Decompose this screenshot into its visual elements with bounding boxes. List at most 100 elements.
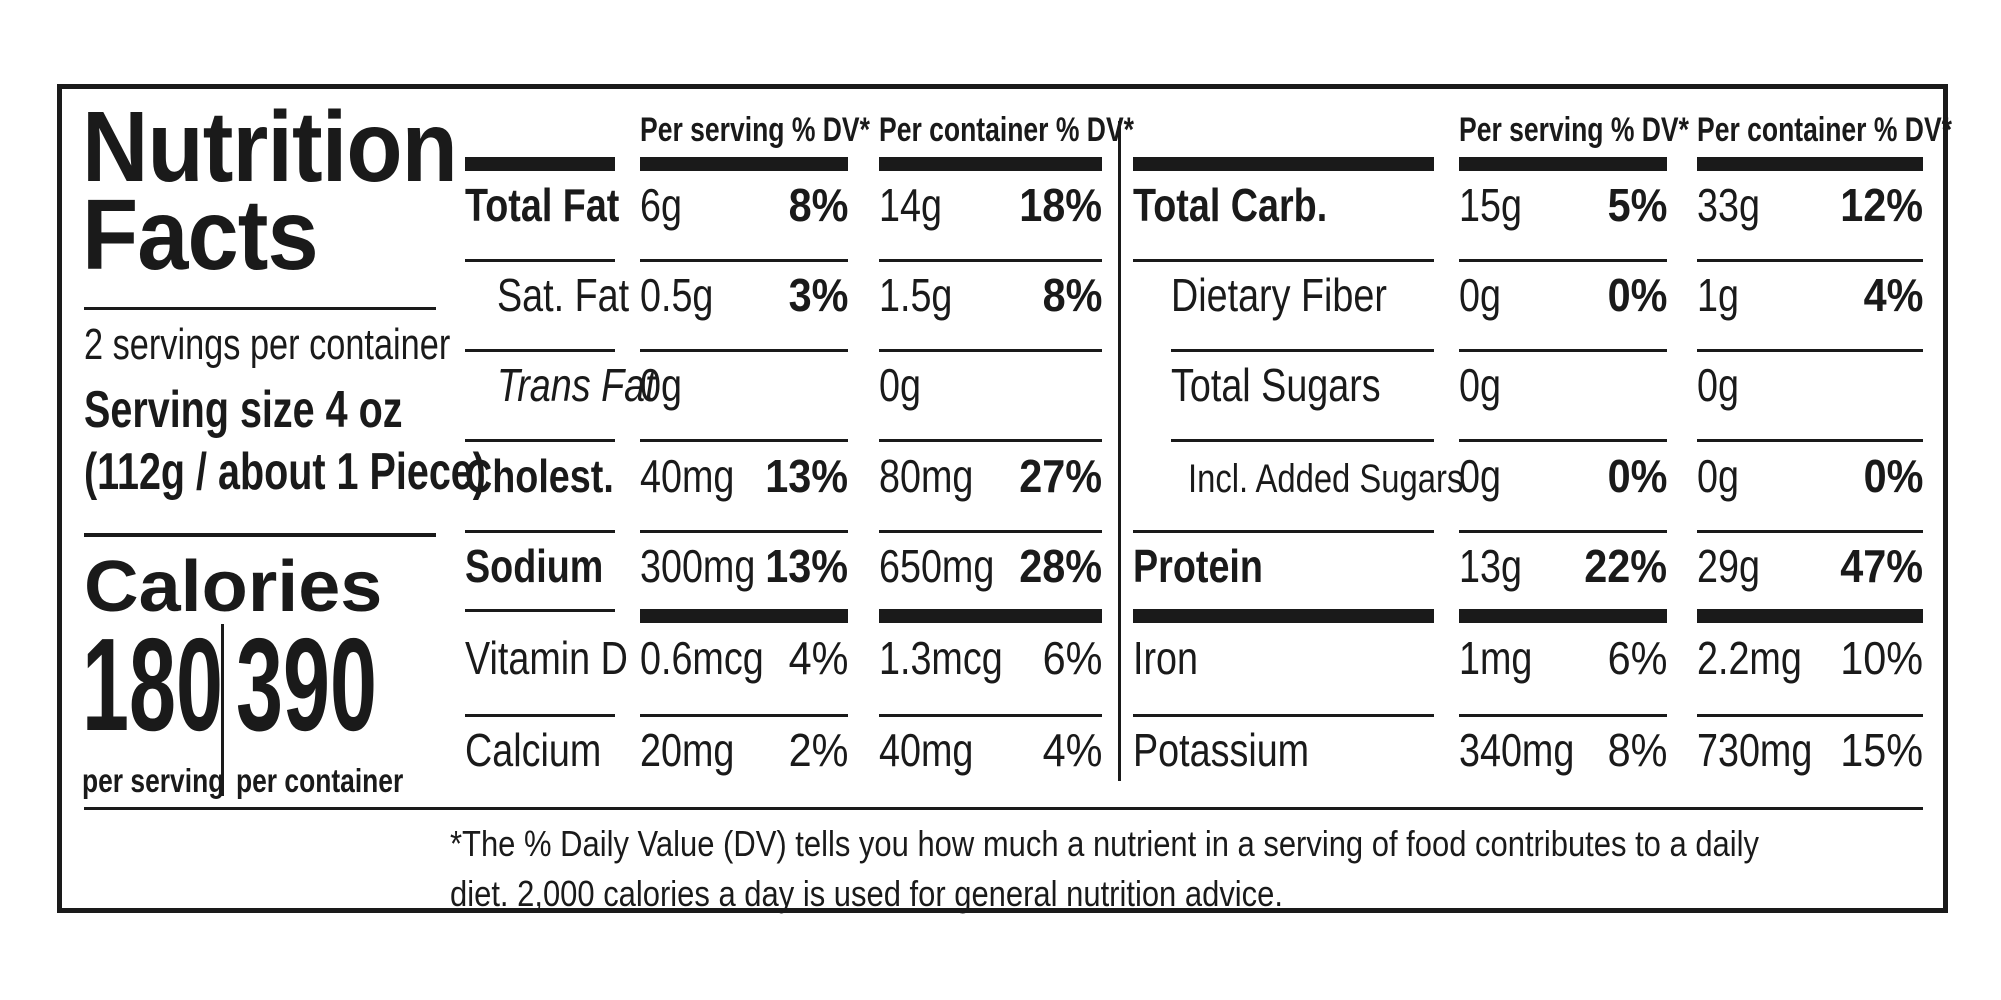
nutrition-facts-panel: Nutrition Facts 2 servings per container … — [57, 84, 1952, 914]
per-container-amount: 14g — [879, 179, 942, 231]
per-serving-amount: 0.6mcg — [640, 632, 764, 684]
row-separator — [879, 259, 1102, 262]
nutrient-name: Dietary Fiber — [1171, 269, 1387, 321]
nutrient-name: Total Carb. — [1133, 179, 1328, 231]
per-serving-dv: 0% — [1607, 450, 1667, 502]
row-separator — [465, 530, 615, 533]
per-container-amount: 730mg — [1697, 724, 1813, 776]
row-separator — [1459, 259, 1667, 262]
per-serving-amount: 340mg — [1459, 724, 1575, 776]
per-container-dv: 18% — [1019, 179, 1102, 231]
row-separator — [1697, 439, 1923, 442]
nutrient-name: Total Fat — [465, 179, 620, 231]
calories-divider — [221, 624, 224, 796]
row-separator — [465, 259, 615, 262]
per-container-dv: 4% — [1042, 724, 1102, 776]
row-separator — [879, 530, 1102, 533]
per-container-amount: 650mg — [879, 540, 995, 592]
nutrient-name: Trans Fat — [497, 359, 656, 411]
per-container-label: per container — [236, 762, 404, 799]
serving-size-detail: (112g / about 1 Piece) — [84, 443, 486, 502]
right-per-serving-header: Per serving % DV* — [1459, 111, 1689, 149]
footnote: *The % Daily Value (DV) tells you how mu… — [450, 823, 1760, 914]
per-serving-dv: 8% — [788, 179, 848, 231]
title-line-2: Facts — [82, 179, 319, 291]
column-separator — [1118, 121, 1121, 781]
row-separator — [640, 714, 848, 717]
row-separator — [465, 349, 615, 352]
title-rule — [84, 307, 436, 310]
row-separator — [1459, 349, 1667, 352]
servings-per-container: 2 servings per container — [84, 320, 451, 369]
row-separator — [465, 714, 615, 717]
thick-bar — [1133, 157, 1434, 171]
nutrient-name: Total Sugars — [1171, 359, 1381, 411]
thick-bar — [1697, 157, 1923, 171]
per-serving-amount: 15g — [1459, 179, 1522, 231]
thick-bar — [465, 157, 615, 171]
nutrient-name: Incl. Added Sugars — [1188, 457, 1464, 501]
row-separator — [879, 714, 1102, 717]
per-serving-amount: 0g — [1459, 359, 1501, 411]
per-container-amount: 0g — [1697, 450, 1739, 502]
per-container-amount: 1.3mcg — [879, 632, 1003, 684]
row-separator — [1459, 609, 1667, 623]
per-serving-label: per serving — [82, 762, 225, 799]
thick-bar — [879, 157, 1102, 171]
per-container-amount: 33g — [1697, 179, 1760, 231]
row-separator — [1697, 714, 1923, 717]
row-separator — [1697, 609, 1923, 623]
row-separator — [1133, 714, 1434, 717]
row-separator — [879, 349, 1102, 352]
per-container-dv: 47% — [1840, 540, 1923, 592]
row-separator — [1133, 609, 1434, 623]
per-container-dv: 6% — [1042, 632, 1102, 684]
per-serving-amount: 40mg — [640, 450, 735, 502]
nutrient-name: Sat. Fat — [497, 269, 630, 321]
per-serving-dv: 4% — [788, 632, 848, 684]
per-container-dv: 15% — [1840, 724, 1923, 776]
per-serving-amount: 300mg — [640, 540, 756, 592]
per-serving-amount: 13g — [1459, 540, 1522, 592]
row-separator — [1459, 530, 1667, 533]
nutrient-name: Potassium — [1133, 724, 1310, 776]
left-per-serving-header: Per serving % DV* — [640, 111, 870, 149]
row-separator — [465, 609, 615, 612]
row-separator — [1171, 349, 1434, 352]
nutrient-name: Iron — [1133, 632, 1198, 684]
per-container-amount: 0g — [1697, 359, 1739, 411]
per-serving-amount: 0g — [640, 359, 682, 411]
per-serving-dv: 13% — [765, 450, 848, 502]
row-separator — [1133, 530, 1434, 533]
per-serving-amount: 0g — [1459, 450, 1501, 502]
per-serving-dv: 8% — [1607, 724, 1667, 776]
per-serving-amount: 0.5g — [640, 269, 714, 321]
per-serving-dv: 6% — [1607, 632, 1667, 684]
per-serving-dv: 0% — [1607, 269, 1667, 321]
per-container-amount: 2.2mg — [1697, 632, 1802, 684]
per-container-dv: 4% — [1863, 269, 1923, 321]
row-separator — [465, 439, 615, 442]
serving-size: Serving size 4 oz (112g / about 1 Piece) — [84, 379, 486, 504]
nutrient-name: Cholest. — [465, 450, 614, 502]
calories-per-container: 390 — [236, 611, 377, 758]
per-serving-amount: 20mg — [640, 724, 735, 776]
per-container-amount: 40mg — [879, 724, 974, 776]
per-container-dv: 10% — [1840, 632, 1923, 684]
row-separator — [879, 439, 1102, 442]
per-serving-dv: 2% — [788, 724, 848, 776]
per-serving-amount: 0g — [1459, 269, 1501, 321]
per-serving-amount: 6g — [640, 179, 682, 231]
per-serving-dv: 3% — [788, 269, 848, 321]
panel-title: Nutrition Facts — [82, 97, 458, 291]
nutrient-name: Protein — [1133, 540, 1263, 592]
per-container-dv: 8% — [1042, 269, 1102, 321]
row-separator — [1697, 349, 1923, 352]
row-separator — [640, 530, 848, 533]
calories-label: Calories — [84, 547, 383, 627]
row-separator — [1459, 714, 1667, 717]
right-per-container-header: Per container % DV* — [1697, 111, 1952, 149]
per-container-dv: 28% — [1019, 540, 1102, 592]
per-container-amount: 29g — [1697, 540, 1760, 592]
per-container-amount: 1g — [1697, 269, 1739, 321]
